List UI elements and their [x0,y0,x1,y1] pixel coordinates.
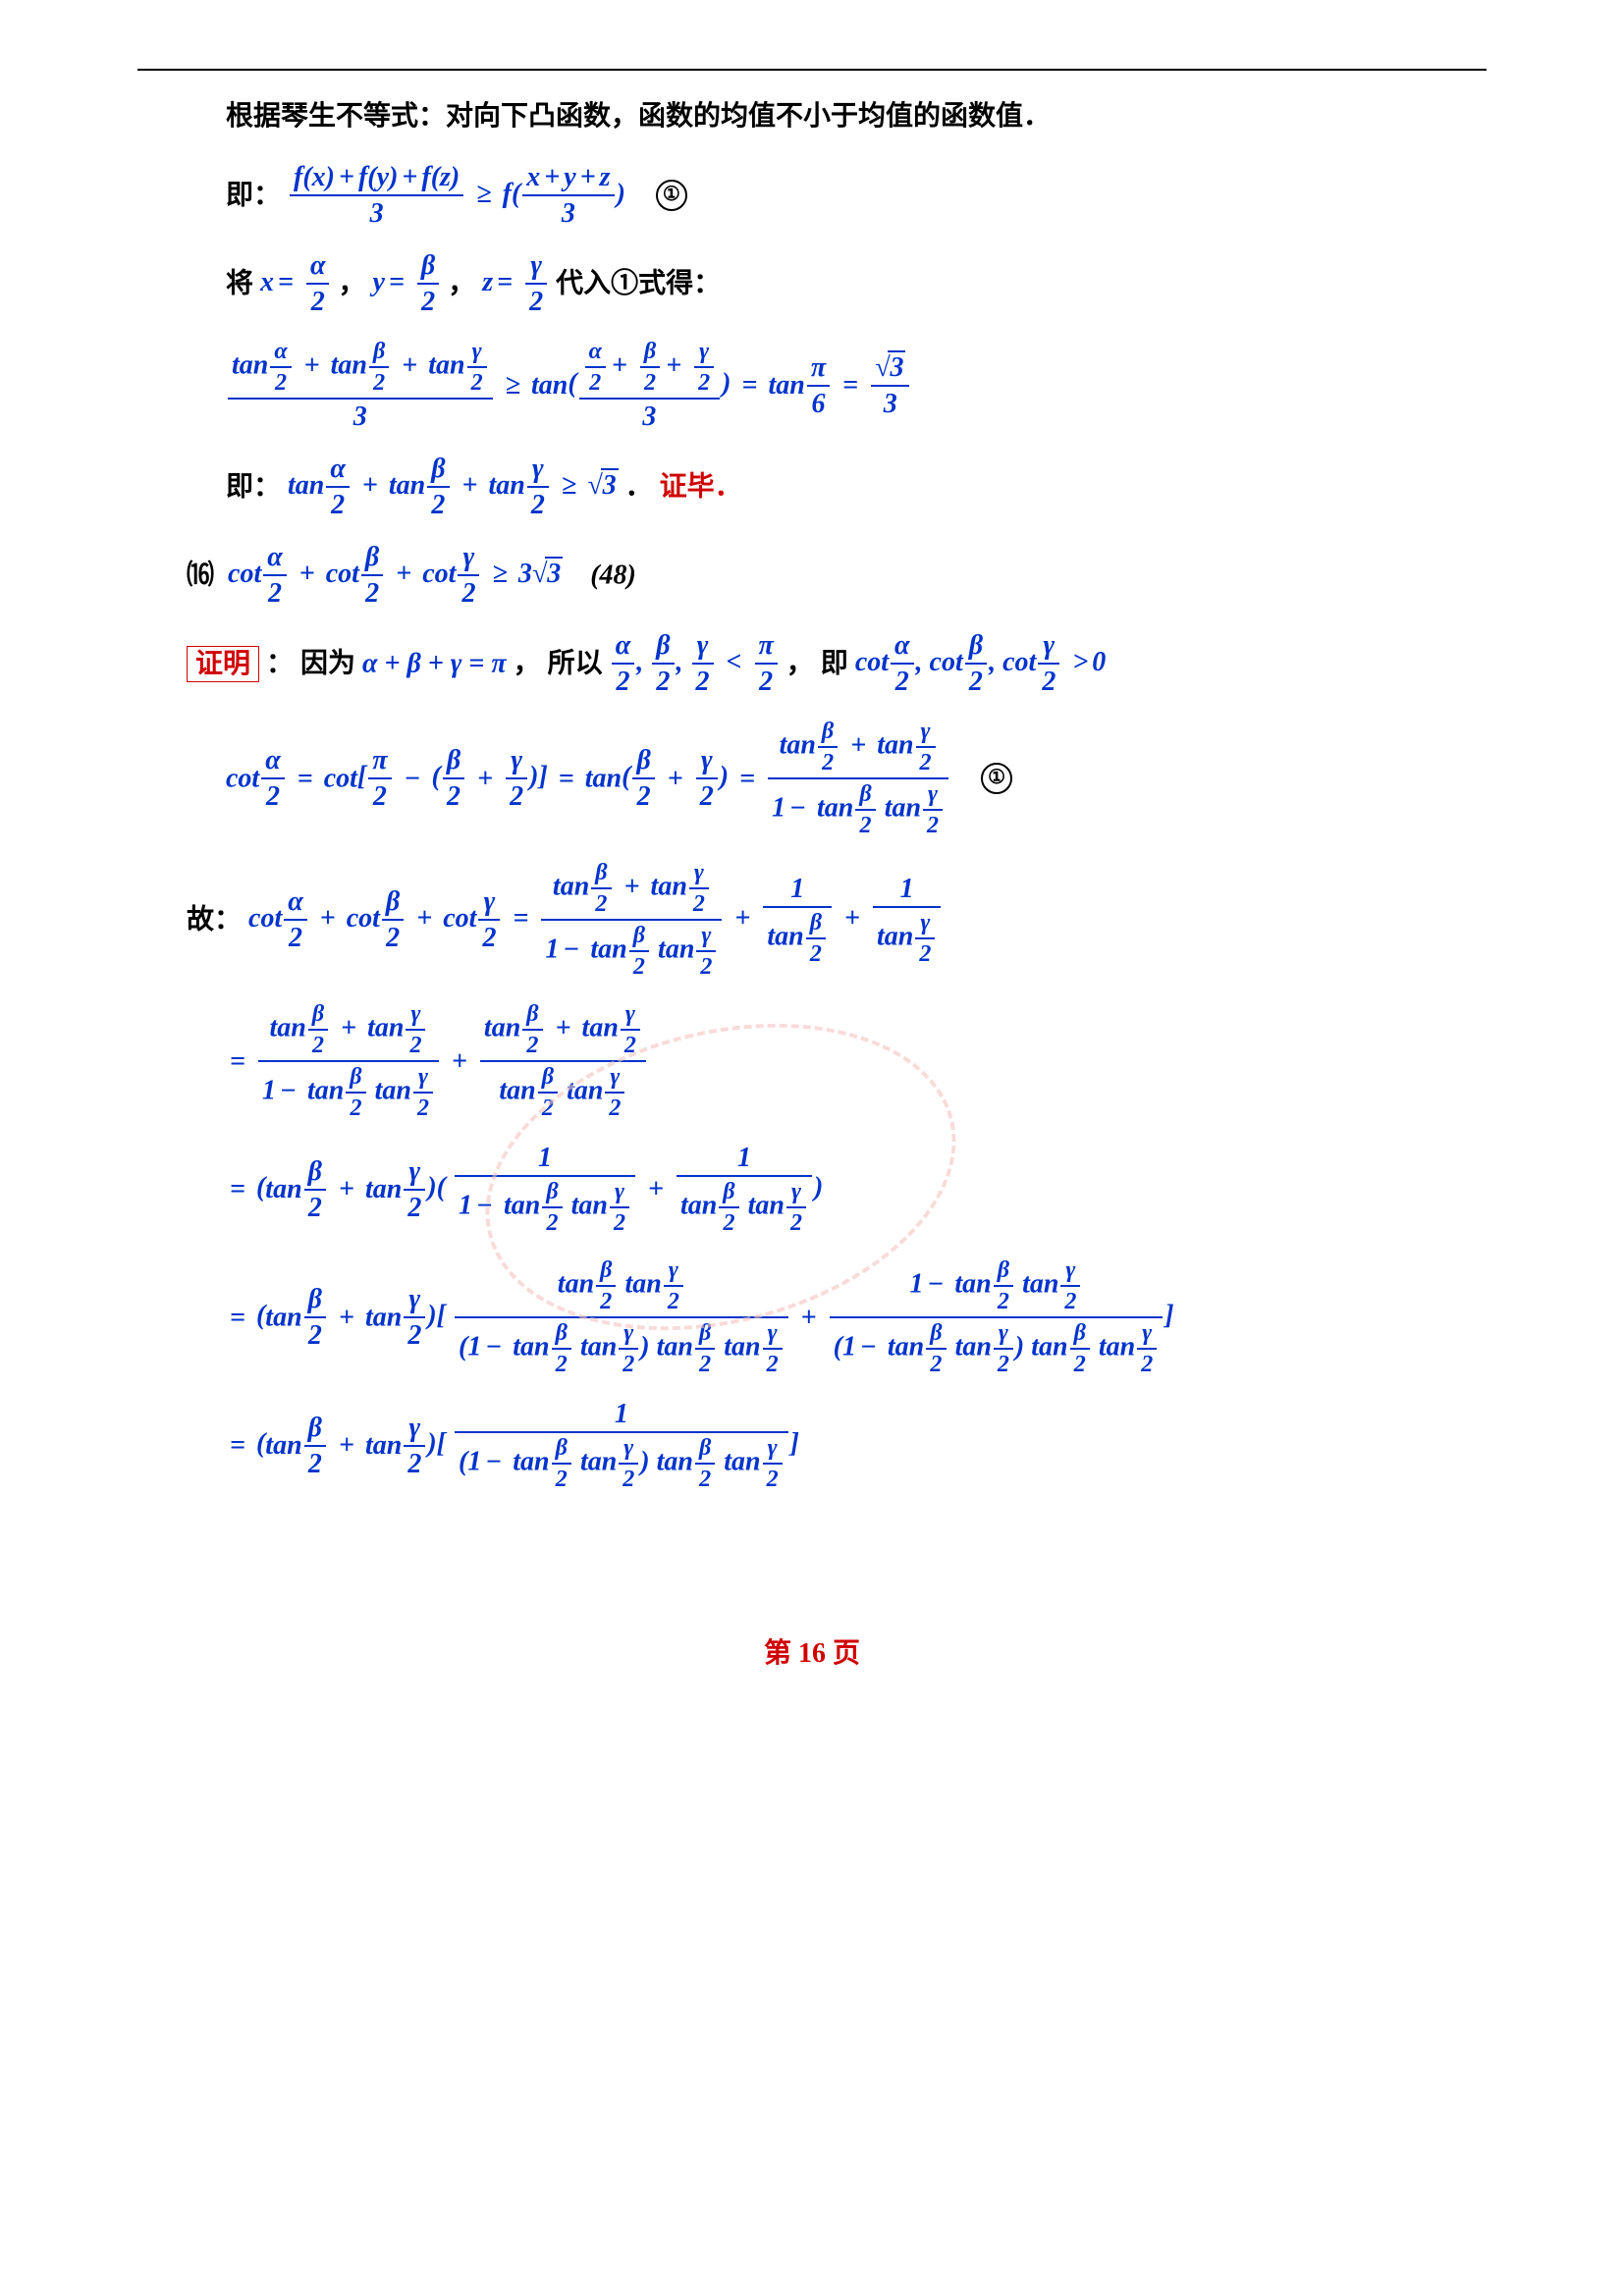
eq-cot-sum-5: = (tanβ2 + tanγ2)[ 1 (1− tanβ2 tanγ2) ta… [137,1397,1487,1494]
eq-tan-sum-result: 即： tanα2 + tanβ2 + tanγ2 ≥ √3 ． 证毕． [137,452,1487,522]
eq-cot-sum-4: = (tanβ2 + tanγ2)[ tanβ2 tanγ2 (1− tanβ2… [137,1255,1487,1379]
eq-tan-mean: tanα2 + tanβ2 + tanγ2 3 ≥ tan( α2+ β2+ γ… [137,337,1487,434]
ref-circle-2: ① [981,763,1012,794]
ref-circle-1: ① [656,180,687,211]
proof-start: 证明 ： 因为 α + β + γ = π ， 所以 α2, β2, γ2 < … [137,628,1487,699]
substitution-line: 将 x= α2 ， y= β2 ， z= γ2 代入①式得： [137,248,1487,319]
page-number: 第 16 页 [137,1631,1487,1671]
label-ji: 即： [226,181,281,211]
eq-cot-sum-3: = (tanβ2 + tanγ2)( 1 1− tanβ2 tanγ2 + 1 … [137,1141,1487,1238]
eq-cot-sum-2: = tanβ2 + tanγ2 1− tanβ2 tanγ2 + tanβ2 +… [137,999,1487,1123]
jensen-statement: 根据琴生不等式：对向下凸函数，函数的均值不小于均值的函数值． [137,90,1487,142]
proof-label: 证明 [187,646,259,682]
item-16: ⒃ cotα2 + cotβ2 + cotγ2 ≥ 3√3 (48) [137,540,1487,611]
qed-1: 证毕． [660,472,742,503]
eq-jensen-applied: 即： f(x)+f(y)+f(z) 3 ≥ f( x+y+z 3 ) ① [137,160,1487,231]
eq-cot-sum-1: 故： cotα2 + cotβ2 + cotγ2 = tanβ2 + tanγ2… [137,858,1487,982]
eq-cot-alpha: cotα2 = cot[π2 − (β2 + γ2)] = tan(β2 + γ… [137,717,1487,840]
